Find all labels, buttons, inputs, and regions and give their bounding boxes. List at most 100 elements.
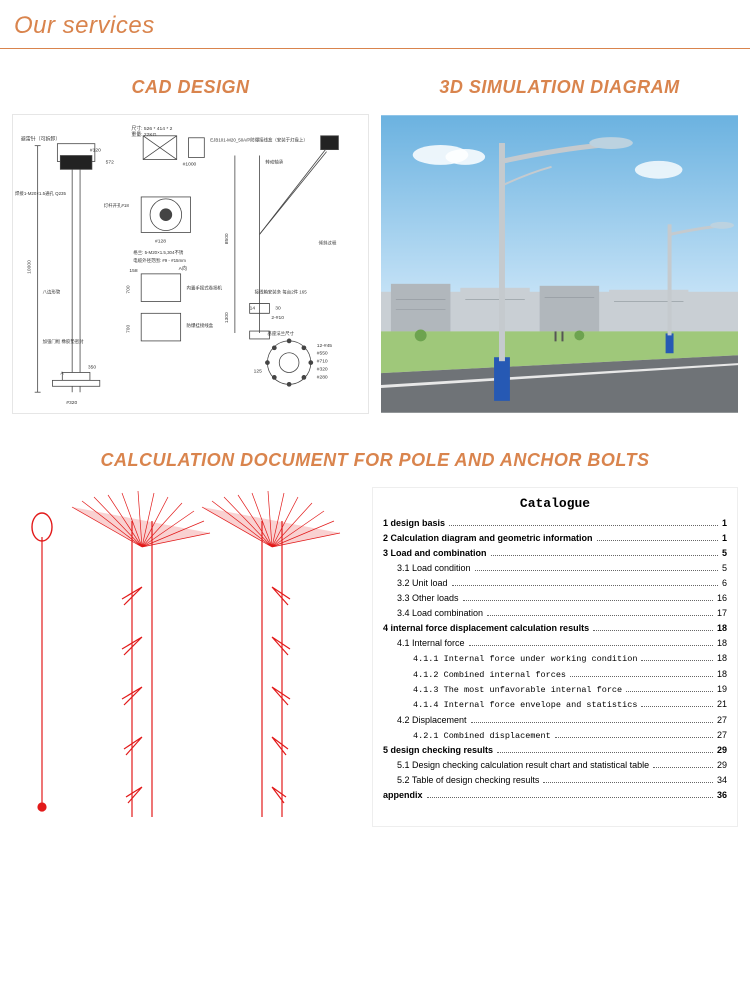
toc-label: 3 Load and combination: [383, 547, 487, 560]
toc-page: 17: [717, 607, 727, 620]
svg-text:1300: 1300: [224, 312, 230, 323]
svg-text:尺寸: 526 * 414 * 2: 尺寸: 526 * 414 * 2: [131, 125, 172, 132]
toc-row: 3.3 Other loads 16: [383, 592, 727, 605]
calc-title: CALCULATION DOCUMENT FOR POLE AND ANCHOR…: [0, 414, 750, 487]
svg-text:572: 572: [106, 159, 114, 165]
svg-text:避雷针（可拆卸）: 避雷针（可拆卸）: [21, 136, 60, 143]
svg-text:灯杆开孔#18: 灯杆开孔#18: [104, 202, 130, 209]
toc-label: 1 design basis: [383, 517, 445, 530]
toc-dots: [653, 767, 713, 768]
toc-label: 5 design checking results: [383, 744, 493, 757]
cad-title: CAD DESIGN: [12, 49, 369, 114]
svg-text:A向: A向: [179, 265, 187, 272]
sim-title: 3D SIMULATION DIAGRAM: [381, 49, 738, 114]
toc-row: 5.2 Table of design checking results 34: [383, 774, 727, 787]
col-cad: CAD DESIGN: [12, 49, 369, 414]
toc-page: 29: [717, 759, 727, 772]
toc-dots: [570, 676, 713, 677]
toc-dots: [487, 615, 713, 616]
toc-label: 3.3 Other loads: [397, 592, 459, 605]
toc-dots: [555, 737, 713, 738]
svg-text:158: 158: [129, 268, 137, 274]
toc-dots: [449, 525, 718, 526]
svg-text:#1000: #1000: [183, 161, 197, 167]
row-calc: Catalogue 1 design basis 1 2 Calculation d…: [0, 487, 750, 847]
toc-dots: [641, 706, 713, 707]
svg-text:2-#10: 2-#10: [271, 315, 284, 321]
toc-page: 6: [722, 577, 727, 590]
svg-text:8500: 8500: [224, 233, 230, 244]
toc-label: 4.2 Displacement: [397, 714, 467, 727]
row-cad-sim: CAD DESIGN: [0, 49, 750, 414]
toc-page: 34: [717, 774, 727, 787]
col-sim: 3D SIMULATION DIAGRAM: [381, 49, 738, 414]
svg-text:EJB101-M20_50A/P防爆接线盒（安装于灯盘上）: EJB101-M20_50A/P防爆接线盒（安装于灯盘上）: [210, 137, 308, 144]
svg-text:重量: 22KG: 重量: 22KG: [131, 131, 156, 138]
toc-row: 4.2.1 Combined displacement 27: [383, 729, 727, 742]
toc-dots: [475, 570, 718, 571]
svg-text:焊接1-M20×1.5通孔 Q235: 焊接1-M20×1.5通孔 Q235: [15, 190, 67, 197]
svg-text:125: 125: [254, 368, 262, 374]
svg-text:#320: #320: [66, 400, 77, 406]
toc-row: 2 Calculation diagram and geometric info…: [383, 532, 727, 545]
svg-text:#550: #550: [317, 351, 328, 357]
toc-page: 19: [717, 683, 727, 696]
toc-page: 1: [722, 517, 727, 530]
toc-page: 27: [717, 714, 727, 727]
svg-text:700: 700: [125, 325, 131, 333]
toc-page: 1: [722, 532, 727, 545]
svg-text:700: 700: [125, 285, 131, 293]
toc-dots: [471, 722, 713, 723]
toc-page: 29: [717, 744, 727, 757]
catalogue-title: Catalogue: [383, 496, 727, 511]
toc-label: 4.1.3 The most unfavorable internal forc…: [413, 684, 622, 696]
toc-page: 36: [717, 789, 727, 802]
svg-text:倾斜过程: 倾斜过程: [319, 239, 337, 246]
catalogue: Catalogue 1 design basis 1 2 Calculation d…: [372, 487, 738, 827]
toc-dots: [452, 585, 718, 586]
toc-page: 18: [717, 622, 727, 635]
toc-page: 18: [717, 652, 727, 665]
toc-label: 2 Calculation diagram and geometric info…: [383, 532, 593, 545]
toc-row: 3.1 Load condition5: [383, 562, 727, 575]
toc-dots: [593, 630, 713, 631]
svg-text:10000: 10000: [27, 260, 33, 274]
toc-label: 4.1.4 Internal force envelope and statis…: [413, 699, 637, 711]
toc-label: 3.2 Unit load: [397, 577, 448, 590]
toc-label: 4.1.1 Internal force under working condi…: [413, 653, 637, 665]
svg-text:12-#45: 12-#45: [317, 343, 333, 349]
toc-dots: [543, 782, 713, 783]
toc-label: appendix: [383, 789, 423, 802]
toc-row: 1 design basis 1: [383, 517, 727, 530]
toc-row: 4.1 Internal force18: [383, 637, 727, 650]
svg-text:30: 30: [275, 305, 281, 311]
svg-text:#120: #120: [90, 148, 101, 154]
cad-drawing: 避雷针（可拆卸） 尺寸: 526 * 414 * 2 重量: 22KG #120…: [12, 114, 369, 414]
toc-row: 5 design checking results 29: [383, 744, 727, 757]
toc-page: 5: [722, 547, 727, 560]
svg-text:#280: #280: [317, 374, 328, 380]
toc-page: 27: [717, 729, 727, 742]
svg-text:#320: #320: [317, 367, 328, 373]
svg-text:八边形管: 八边形管: [43, 289, 61, 296]
toc-row: 3.4 Load combination17: [383, 607, 727, 620]
toc-label: 5.2 Table of design checking results: [397, 774, 539, 787]
toc-label: 4.1 Internal force: [397, 637, 465, 650]
svg-text:防爆挂接线盒: 防爆挂接线盒: [187, 322, 214, 329]
toc-label: 4.2.1 Combined displacement: [413, 730, 551, 742]
toc-label: 3.1 Load condition: [397, 562, 471, 575]
svg-text:基座法兰尺寸: 基座法兰尺寸: [267, 330, 294, 337]
svg-text:14: 14: [250, 305, 256, 311]
toc-dots: [463, 600, 713, 601]
toc-dots: [626, 691, 713, 692]
toc-page: 16: [717, 592, 727, 605]
stress-diagram: [12, 487, 362, 827]
svg-text:加强门框 橡胶垫密封: 加强门框 橡胶垫密封: [43, 338, 85, 345]
toc-label: 5.1 Design checking calculation result c…: [397, 759, 649, 772]
toc-page: 21: [717, 698, 727, 711]
toc-dots: [427, 797, 713, 798]
svg-text:内置手摇式卷扬机: 内置手摇式卷扬机: [187, 285, 223, 292]
toc-dots: [497, 752, 713, 753]
svg-text:#128: #128: [155, 238, 166, 244]
toc-row: 4.2 Displacement 27: [383, 714, 727, 727]
